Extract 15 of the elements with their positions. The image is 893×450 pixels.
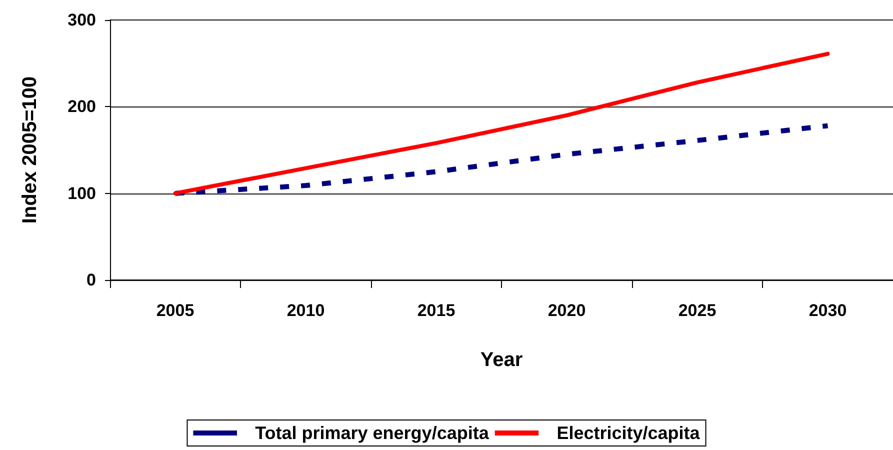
y-tick-label: 200 [68, 97, 96, 116]
x-tick-label: 2025 [678, 301, 716, 320]
line-series [173, 52, 830, 196]
y-tick-label: 0 [86, 270, 96, 290]
x-axis-title: Year [480, 349, 523, 371]
x-tick-label: 2020 [548, 301, 586, 320]
x-tick-label: 2005 [156, 301, 194, 320]
x-tick-label: 2010 [286, 301, 325, 320]
legend-label: Total primary energy/capita [255, 423, 490, 443]
x-tick-label: 2015 [417, 301, 456, 320]
x-tick-label: 2030 [808, 301, 847, 320]
y-tick-label: 300 [68, 10, 96, 30]
legend-label: Electricity/capita [556, 423, 701, 443]
y-axis-title: Index 2005=100 [19, 76, 41, 224]
y-tick-label: 100 [68, 184, 96, 203]
